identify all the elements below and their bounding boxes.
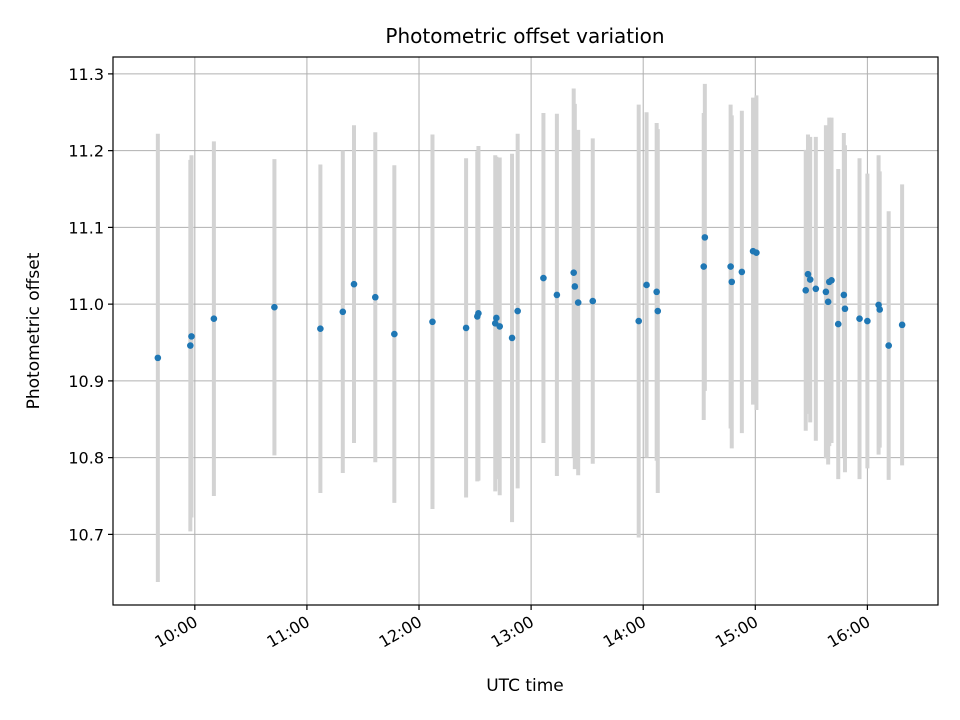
data-point — [728, 278, 736, 286]
chart-title: Photometric offset variation — [385, 24, 664, 48]
data-point — [834, 320, 842, 328]
y-axis-label: Photometric offset — [24, 252, 44, 409]
data-point — [540, 274, 547, 282]
data-point — [570, 269, 577, 276]
y-tick-label: 11.2 — [68, 142, 104, 161]
data-point — [856, 315, 863, 323]
y-tick-label: 10.9 — [68, 372, 104, 391]
data-point — [317, 325, 324, 332]
data-point — [350, 280, 358, 288]
y-tick-label: 10.7 — [68, 525, 104, 544]
data-point — [391, 330, 398, 338]
y-axis-ticks: 10.7 10.8 10.9 11.0 11.1 11.2 11.3 — [68, 65, 113, 544]
data-point — [841, 305, 849, 313]
data-point — [840, 291, 848, 299]
data-point — [828, 277, 835, 284]
data-point — [701, 234, 709, 241]
data-point — [187, 342, 194, 349]
data-point — [210, 315, 218, 323]
data-point — [806, 276, 814, 283]
data-point — [653, 288, 660, 296]
data-point — [496, 323, 504, 330]
data-point — [876, 306, 884, 313]
y-tick-label: 11.0 — [68, 295, 104, 314]
data-point — [802, 287, 810, 294]
data-point — [493, 314, 500, 322]
data-point — [514, 307, 521, 315]
data-point — [898, 321, 906, 329]
data-point — [462, 324, 470, 332]
data-point — [188, 333, 195, 340]
data-point — [371, 293, 379, 301]
data-point — [885, 342, 892, 349]
data-point — [635, 317, 643, 325]
data-point — [339, 308, 347, 316]
data-point — [553, 291, 561, 299]
plot-frame — [112, 56, 939, 606]
data-point — [654, 307, 662, 315]
data-point — [864, 317, 871, 325]
data-point — [753, 249, 760, 257]
y-tick-label: 11.1 — [68, 218, 104, 237]
y-tick-label: 11.3 — [68, 65, 104, 84]
data-point — [154, 354, 162, 362]
data-point — [508, 334, 516, 342]
data-point — [824, 298, 832, 306]
data-point — [822, 288, 830, 296]
data-point — [475, 310, 482, 317]
data-point — [738, 268, 746, 276]
data-point — [727, 263, 734, 270]
data-points — [154, 234, 906, 362]
y-tick-label: 10.8 — [68, 449, 104, 468]
grid-lines — [113, 57, 938, 605]
data-point — [804, 270, 812, 278]
data-point — [589, 297, 597, 305]
data-point — [643, 281, 650, 289]
data-point — [271, 303, 278, 311]
x-axis-label: UTC time — [486, 676, 564, 696]
data-point — [574, 299, 582, 306]
data-point — [700, 263, 708, 270]
data-point — [571, 283, 579, 290]
data-point — [812, 285, 820, 293]
data-point — [429, 318, 436, 326]
